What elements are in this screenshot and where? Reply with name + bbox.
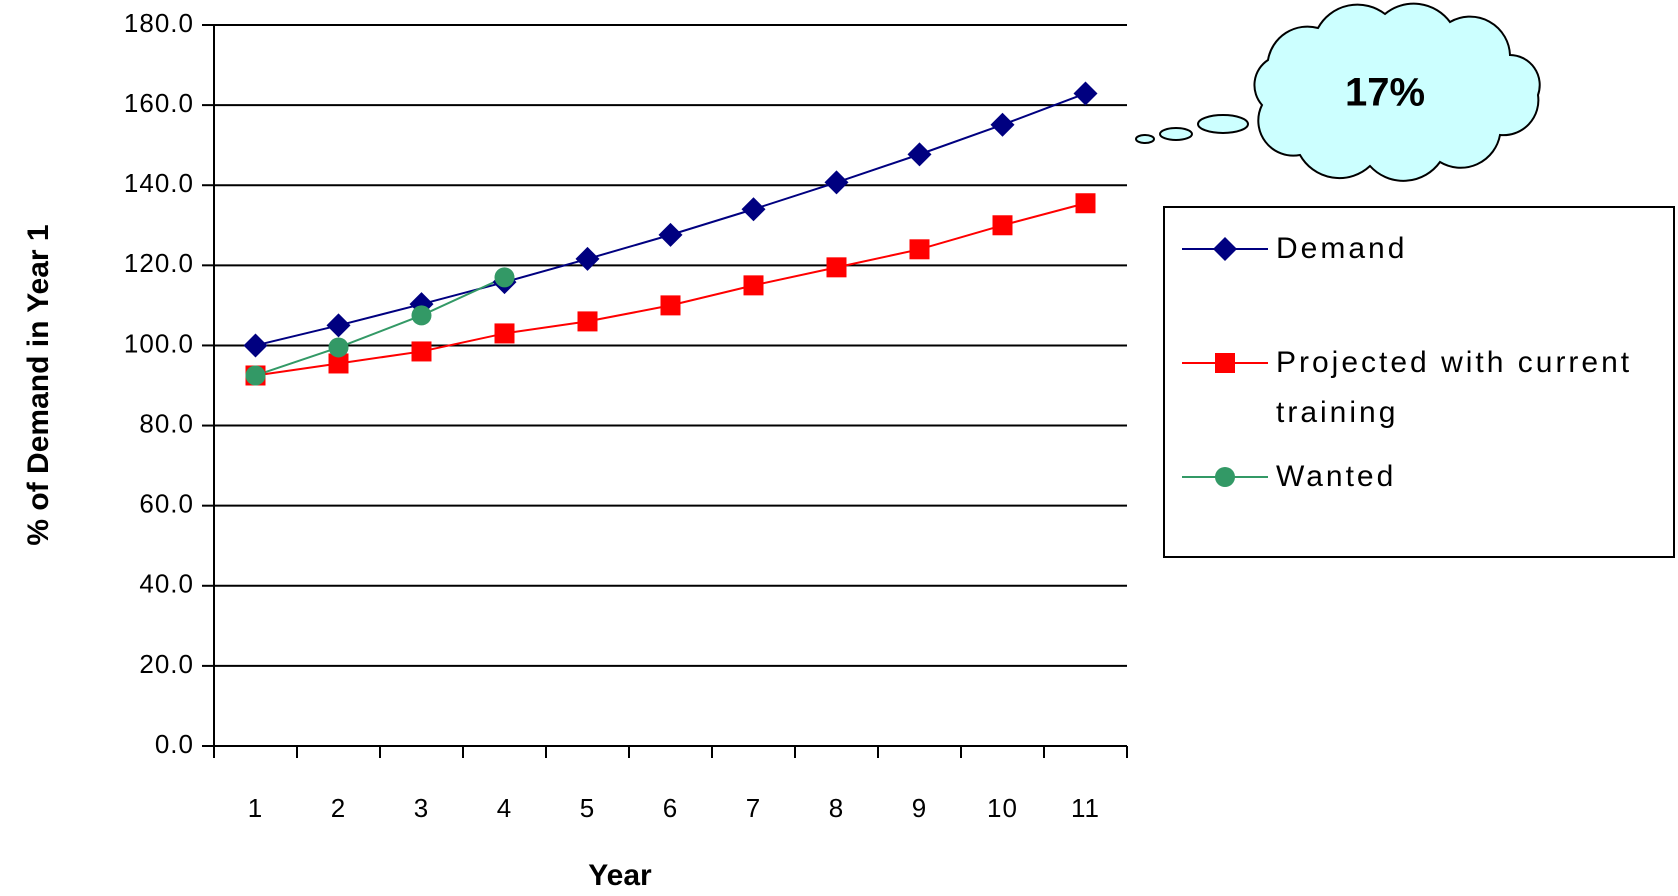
x-tick-label: 5 bbox=[580, 793, 595, 823]
legend-label: Projected with current training bbox=[1276, 346, 1633, 429]
marker bbox=[826, 257, 847, 278]
callout: 17% bbox=[1135, 2, 1541, 182]
marker bbox=[992, 215, 1013, 236]
y-tick-label: 120.0 bbox=[124, 248, 194, 278]
marker bbox=[1075, 193, 1096, 214]
y-tick-label: 140.0 bbox=[124, 168, 194, 198]
legend bbox=[1163, 206, 1675, 558]
y-tick-label: 20.0 bbox=[139, 649, 194, 679]
marker bbox=[328, 353, 349, 374]
marker bbox=[575, 246, 600, 271]
x-tick-label: 8 bbox=[829, 793, 844, 823]
marker bbox=[1073, 81, 1098, 106]
annotation: 17% bbox=[1345, 71, 1425, 115]
x-tick-label: 11 bbox=[1071, 793, 1100, 823]
y-tick-label: 80.0 bbox=[139, 408, 194, 438]
y-axis-title: % of Demand in Year 1 bbox=[22, 224, 55, 545]
x-tick-label: 4 bbox=[497, 793, 512, 823]
legend-label: Wanted bbox=[1276, 460, 1397, 493]
marker bbox=[411, 341, 432, 362]
marker bbox=[658, 222, 683, 247]
marker bbox=[326, 313, 351, 338]
marker bbox=[909, 239, 930, 260]
callout-cloud bbox=[1253, 2, 1541, 182]
marker bbox=[1213, 237, 1237, 261]
y-tick-label: 180.0 bbox=[124, 8, 194, 38]
marker bbox=[741, 197, 766, 222]
legend-label-box: Demand bbox=[1276, 232, 1408, 265]
x-axis-title: Year bbox=[588, 859, 652, 892]
marker bbox=[411, 305, 432, 326]
x-tick-label: 9 bbox=[912, 793, 927, 823]
marker bbox=[743, 275, 764, 296]
marker bbox=[494, 267, 515, 288]
marker bbox=[824, 170, 849, 195]
y-tick-label: 160.0 bbox=[124, 88, 194, 118]
x-tick-label: 10 bbox=[987, 793, 1018, 823]
legend-label-box: Projected with current training bbox=[1276, 346, 1633, 429]
series-line bbox=[255, 276, 505, 377]
marker bbox=[1215, 467, 1235, 487]
marker bbox=[328, 337, 349, 358]
marker bbox=[990, 112, 1015, 137]
x-tick-label: 6 bbox=[663, 793, 678, 823]
y-tick-label: 60.0 bbox=[139, 489, 194, 519]
callout-bubble bbox=[1135, 134, 1155, 144]
callout-bubble bbox=[1159, 127, 1193, 141]
x-tick-label: 7 bbox=[746, 793, 761, 823]
marker bbox=[577, 311, 598, 332]
y-tick-label: 100.0 bbox=[124, 328, 194, 358]
marker bbox=[245, 365, 266, 386]
x-tick-label: 1 bbox=[248, 793, 263, 823]
marker bbox=[494, 323, 515, 344]
legend-label-box: Wanted bbox=[1276, 460, 1397, 493]
marker bbox=[243, 333, 268, 358]
callout-bubble bbox=[1197, 114, 1249, 134]
legend-label: Demand bbox=[1276, 232, 1408, 265]
marker bbox=[1215, 353, 1235, 373]
x-tick-label: 3 bbox=[414, 793, 429, 823]
marker bbox=[907, 142, 932, 167]
y-tick-label: 40.0 bbox=[139, 569, 194, 599]
marker bbox=[660, 295, 681, 316]
x-tick-label: 2 bbox=[331, 793, 346, 823]
y-tick-label: 0.0 bbox=[155, 729, 194, 759]
